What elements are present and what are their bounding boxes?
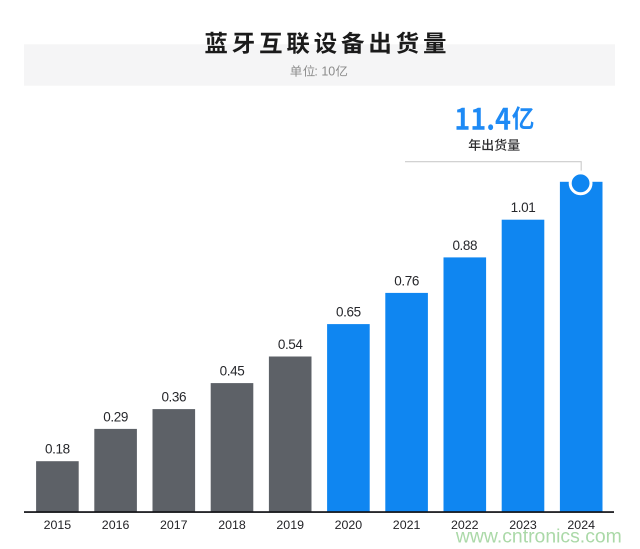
svg-text:2015: 2015	[44, 518, 72, 532]
svg-text:2016: 2016	[102, 518, 130, 532]
svg-text:0.29: 0.29	[103, 409, 128, 424]
svg-text:2019: 2019	[276, 518, 304, 532]
svg-text:2021: 2021	[393, 518, 421, 532]
svg-text:1.01: 1.01	[511, 200, 536, 215]
svg-text:0.45: 0.45	[220, 364, 245, 379]
svg-text:0.65: 0.65	[336, 305, 361, 320]
svg-text:2024: 2024	[567, 518, 595, 532]
svg-text:2017: 2017	[160, 518, 188, 532]
svg-text:2023: 2023	[509, 518, 537, 532]
svg-text:0.54: 0.54	[278, 337, 304, 352]
svg-text:0.88: 0.88	[452, 238, 477, 253]
svg-text:2018: 2018	[218, 518, 246, 532]
svg-text:2020: 2020	[335, 518, 363, 532]
svg-text:0.76: 0.76	[394, 273, 419, 288]
svg-text:0.18: 0.18	[45, 442, 70, 457]
svg-text:: 10: : 10	[314, 65, 335, 79]
svg-text:www.cntronics.com: www.cntronics.com	[455, 526, 622, 548]
svg-text:0.36: 0.36	[161, 390, 186, 405]
svg-text:2022: 2022	[451, 518, 479, 532]
